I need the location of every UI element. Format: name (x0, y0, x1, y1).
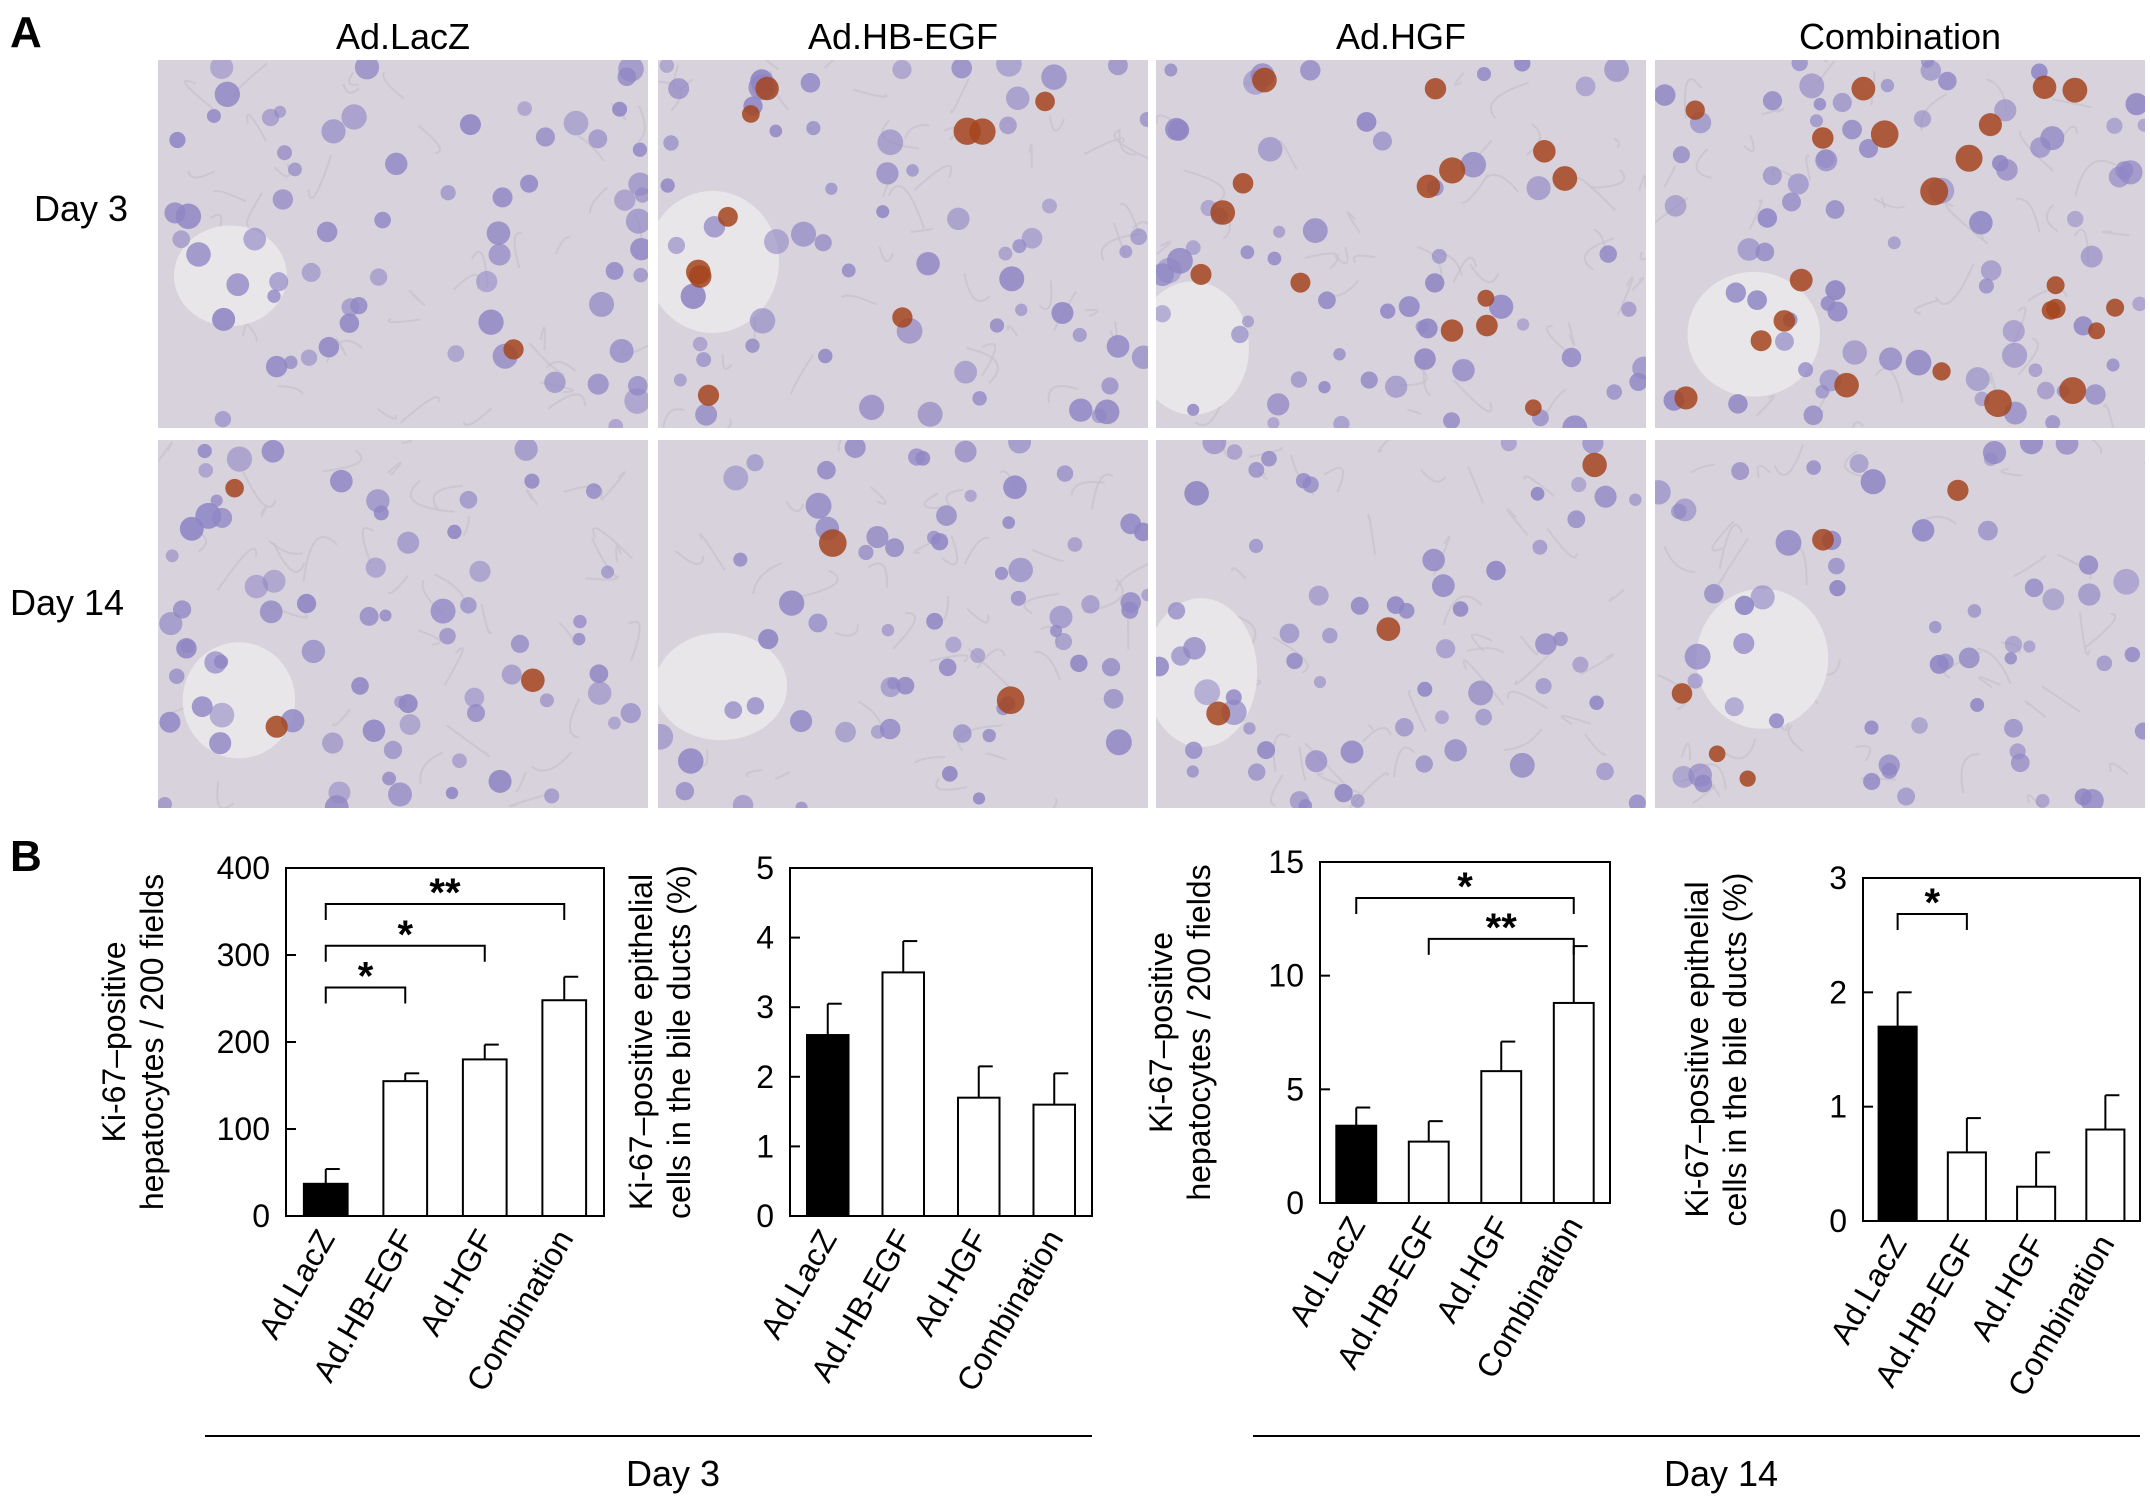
chart-2-ylabel-line: cells in the bile ducts (%) (661, 865, 697, 1219)
chart-1-category-label: Ad.LacZ (251, 1224, 342, 1345)
chart-1-ytick-label: 300 (217, 937, 270, 973)
chart-1-ylabel-line: hepatocytes / 200 fields (134, 874, 170, 1210)
chart-2-ytick-label: 1 (756, 1128, 774, 1164)
chart-1-ytick-label: 100 (217, 1111, 270, 1147)
chart-3-ytick-label: 15 (1268, 844, 1304, 880)
chart-1-significance-label: * (397, 913, 413, 957)
chart-1-ytick-label: 0 (252, 1198, 270, 1234)
chart-1-ylabel-line: Ki-67–positive (96, 942, 132, 1143)
micrograph-day3-ad-lacz (158, 60, 648, 428)
chart-3: 0 5 10 15 Ki-67–positive hepatocytes / 200 fi… (1143, 844, 1611, 1384)
chart-3-frame (1319, 861, 1611, 1204)
chart-1: 0 100 200 300 400 Ki-67–positive hepatocytes /… (96, 850, 605, 1397)
chart-3-ytick-label: 10 (1268, 958, 1304, 994)
chart-3-ylabel-line: hepatocytes / 200 fields (1181, 864, 1217, 1200)
chart-3-bar (1552, 1001, 1595, 1204)
chart-2-ytick-label: 5 (756, 850, 774, 886)
chart-2-frame (789, 867, 1093, 1217)
chart-2-ytick-label: 3 (756, 989, 774, 1025)
chart-3-bar (1335, 1124, 1378, 1204)
chart-4-ytick-label: 1 (1829, 1089, 1847, 1125)
chart-4-significance-bracket (1896, 913, 1968, 930)
chart-2-bar (1032, 1103, 1077, 1218)
micrograph-day3-combination (1655, 60, 2145, 428)
chart-1-bar (541, 999, 588, 1217)
chart-2-ylabel-line: Ki-67–positive epithelial (623, 874, 659, 1210)
chart-4-ytick-label: 0 (1829, 1203, 1847, 1239)
micrograph-day3-ad-hgf (1156, 60, 1646, 428)
column-title-combination: Combination (1798, 16, 2002, 57)
chart-2-bar (881, 971, 926, 1218)
chart-1-significance-bracket (324, 944, 486, 962)
chart-1-significance-bracket (324, 986, 407, 1004)
chart-1-ytick-label: 200 (217, 1024, 270, 1060)
day3-group-label: Day 3 (626, 1453, 720, 1494)
chart-4-bar (1877, 1025, 1918, 1222)
chart-1-significance-label: ** (429, 871, 461, 915)
chart-2-ytick-label: 4 (756, 920, 774, 956)
chart-1-significance-bracket (324, 903, 566, 920)
chart-3-ytick-label: 5 (1286, 1071, 1304, 1107)
chart-2-ytick-label: 0 (756, 1198, 774, 1234)
chart-4-ylabel-line: Ki-67–positive epithelial (1679, 881, 1715, 1217)
micrograph-day3-ad-hb-egf (658, 60, 1148, 428)
chart-2: 0 1 2 3 4 5 Ki-67–positive epithelial cells in … (623, 850, 1093, 1397)
chart-2-bar (956, 1096, 1001, 1218)
micrograph-day14-combination (1655, 440, 2145, 808)
micrograph-day14-ad-lacz (158, 440, 648, 808)
micrograph-day14-ad-hb-egf (658, 440, 1148, 808)
panel-b-letter: B (10, 832, 42, 881)
chart-1-significance-label: * (358, 955, 374, 999)
chart-3-ylabel-line: Ki-67–positive (1143, 932, 1179, 1133)
chart-1-bar (461, 1058, 508, 1218)
chart-4-significance-label: * (1924, 881, 1940, 925)
chart-1-category-label: Ad.HGF (412, 1224, 501, 1342)
chart-3-bar (1407, 1140, 1450, 1204)
column-title-ad-lacz: Ad.LacZ (335, 16, 471, 57)
chart-2-bar (805, 1034, 850, 1218)
row-title-day-14: Day 14 (10, 582, 125, 623)
chart-3-significance-bracket (1355, 897, 1575, 914)
chart-4-bar (2085, 1128, 2126, 1222)
chart-1-bar (302, 1182, 349, 1218)
chart-1-ytick-label: 400 (217, 850, 270, 886)
chart-4-ytick-label: 3 (1829, 860, 1847, 896)
micrograph-day14-ad-hgf (1156, 440, 1646, 808)
chart-1-bar (382, 1080, 429, 1218)
chart-2-ytick-label: 2 (756, 1059, 774, 1095)
column-title-ad-hb-egf: Ad.HB-EGF (807, 16, 999, 57)
column-title-ad-hgf: Ad.HGF (1335, 16, 1467, 57)
chart-4-bar (2016, 1185, 2057, 1222)
chart-3-significance-bracket (1427, 937, 1575, 955)
chart-4-frame (1862, 877, 2141, 1222)
chart-3-significance-label: ** (1486, 906, 1518, 950)
chart-4-ytick-label: 2 (1829, 974, 1847, 1010)
panel-a-letter: A (10, 8, 42, 57)
chart-4: 0 1 2 3 Ki-67–positive epithelial cells in th… (1679, 860, 2141, 1402)
chart-3-bar (1480, 1070, 1523, 1204)
chart-4-bar (1946, 1151, 1987, 1223)
chart-3-ytick-label: 0 (1286, 1185, 1304, 1221)
row-title-day-3: Day 3 (34, 188, 129, 229)
chart-3-significance-label: * (1457, 865, 1473, 909)
chart-4-ylabel-line: cells in the bile ducts (%) (1717, 873, 1753, 1227)
day14-group-label: Day 14 (1664, 1453, 1778, 1494)
